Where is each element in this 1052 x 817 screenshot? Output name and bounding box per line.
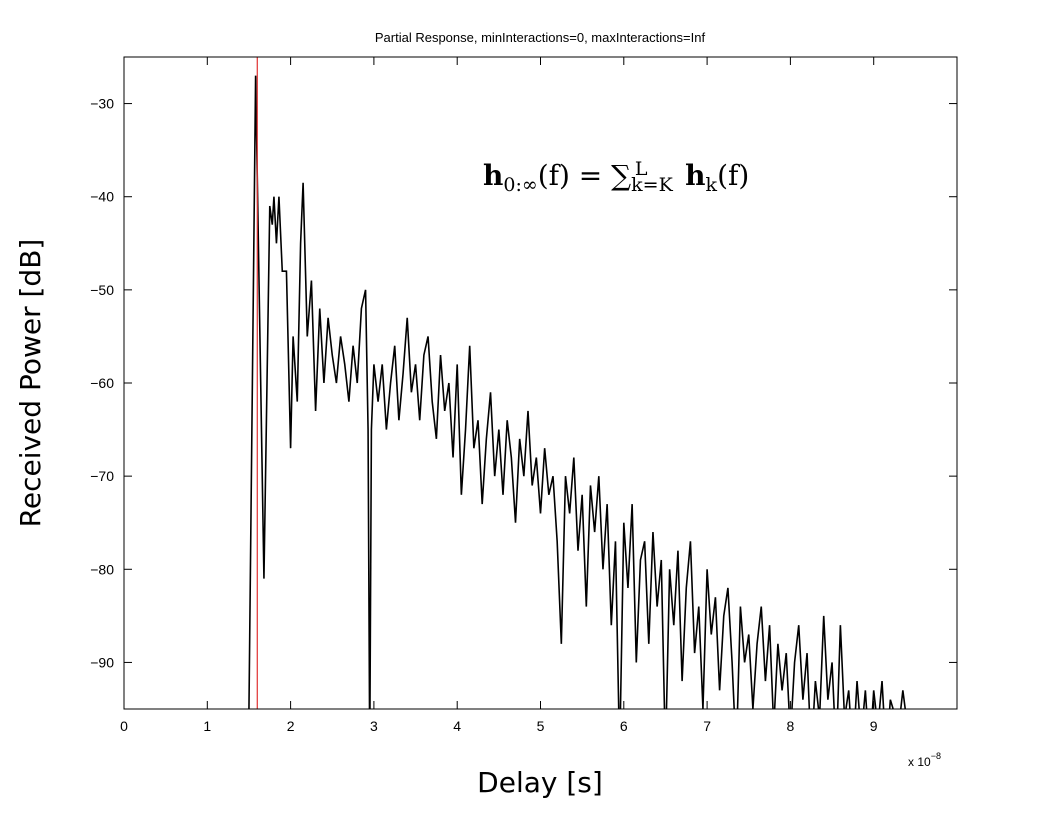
x-tick-label: 0 [120,718,128,734]
x-tick-label: 6 [620,718,628,734]
x-tick-label: 7 [703,718,711,734]
y-tick-label: −90 [90,654,114,670]
formula: h0:∞(f) = ∑k=KL hk(f) [483,158,749,196]
y-tick-label: −60 [90,375,114,391]
formula-part: h [675,159,705,192]
x-tick-label: 8 [787,718,795,734]
formula-part: ∑ [611,159,631,192]
formula-part: k [706,174,718,196]
formula-part: (f) = [538,159,611,192]
y-tick-label: −50 [90,282,114,298]
chart-title: Partial Response, minInteractions=0, max… [375,30,706,45]
formula-part: 0:∞ [503,174,537,196]
x-tick-label: 2 [287,718,295,734]
y-tick-label: −80 [90,561,114,577]
formula-part: k=K [631,174,673,196]
line-series [248,75,933,709]
y-tick-label: −40 [90,189,114,205]
formula-part: L [635,158,648,180]
y-tick-label: −70 [90,468,114,484]
y-tick-label: −30 [90,96,114,112]
x-multiplier: x 10−8 [908,751,941,769]
x-multiplier-exponent: −8 [931,751,941,761]
formula-part: h [483,159,503,192]
x-tick-label: 1 [203,718,211,734]
x-tick-label: 4 [453,718,461,734]
y-axis-label: Received Power [dB] [14,239,47,528]
x-tick-label: 5 [537,718,545,734]
x-multiplier-base: x 10 [908,755,931,769]
x-axis-label: Delay [s] [477,766,603,799]
plot-frame [123,56,958,710]
x-tick-label: 3 [370,718,378,734]
formula-part: (f) [717,159,749,192]
x-tick-label: 9 [870,718,878,734]
